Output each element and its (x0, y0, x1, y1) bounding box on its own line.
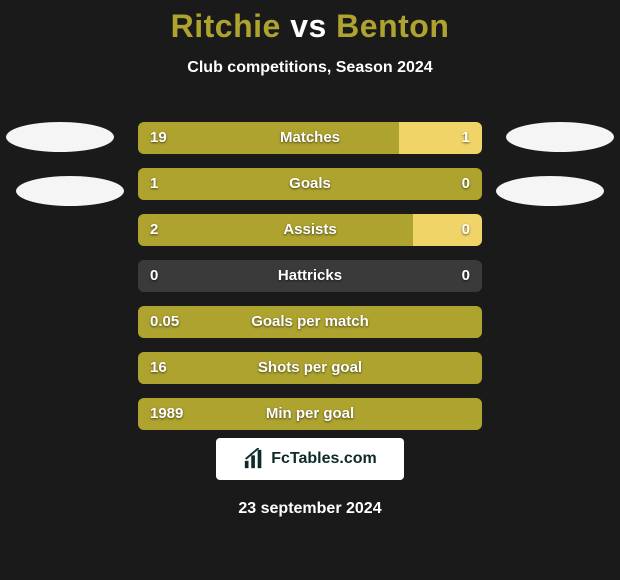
bars-icon (243, 448, 265, 470)
infographic-container: Ritchie vs Benton Club competitions, Sea… (0, 0, 620, 580)
stat-label: Hattricks (138, 260, 482, 292)
stat-label: Matches (138, 122, 482, 154)
stat-value-right: 0 (462, 168, 470, 200)
date: 23 september 2024 (0, 500, 620, 518)
stat-row: 1989Min per goal (138, 398, 482, 430)
stat-label: Shots per goal (138, 352, 482, 384)
stat-label: Min per goal (138, 398, 482, 430)
title-player1: Ritchie (171, 8, 281, 44)
stat-row: 0.05Goals per match (138, 306, 482, 338)
stat-value-right: 1 (462, 122, 470, 154)
branding-text: FcTables.com (271, 450, 377, 468)
stat-row: 19Matches1 (138, 122, 482, 154)
title: Ritchie vs Benton (0, 0, 620, 45)
avatar-right-upper (506, 122, 614, 152)
stat-value-right: 0 (462, 214, 470, 246)
stat-row: 1Goals0 (138, 168, 482, 200)
avatar-left-upper (6, 122, 114, 152)
avatar-right-lower (496, 176, 604, 206)
stat-label: Goals (138, 168, 482, 200)
stat-label: Goals per match (138, 306, 482, 338)
stat-row: 2Assists0 (138, 214, 482, 246)
avatar-left-lower (16, 176, 124, 206)
title-player2: Benton (336, 8, 449, 44)
branding-badge: FcTables.com (216, 438, 404, 480)
subtitle: Club competitions, Season 2024 (0, 59, 620, 77)
stat-row: 0Hattricks0 (138, 260, 482, 292)
stat-value-right: 0 (462, 260, 470, 292)
stat-row: 16Shots per goal (138, 352, 482, 384)
title-vs: vs (290, 8, 327, 44)
stat-bars: 19Matches11Goals02Assists00Hattricks00.0… (138, 122, 482, 444)
stat-label: Assists (138, 214, 482, 246)
